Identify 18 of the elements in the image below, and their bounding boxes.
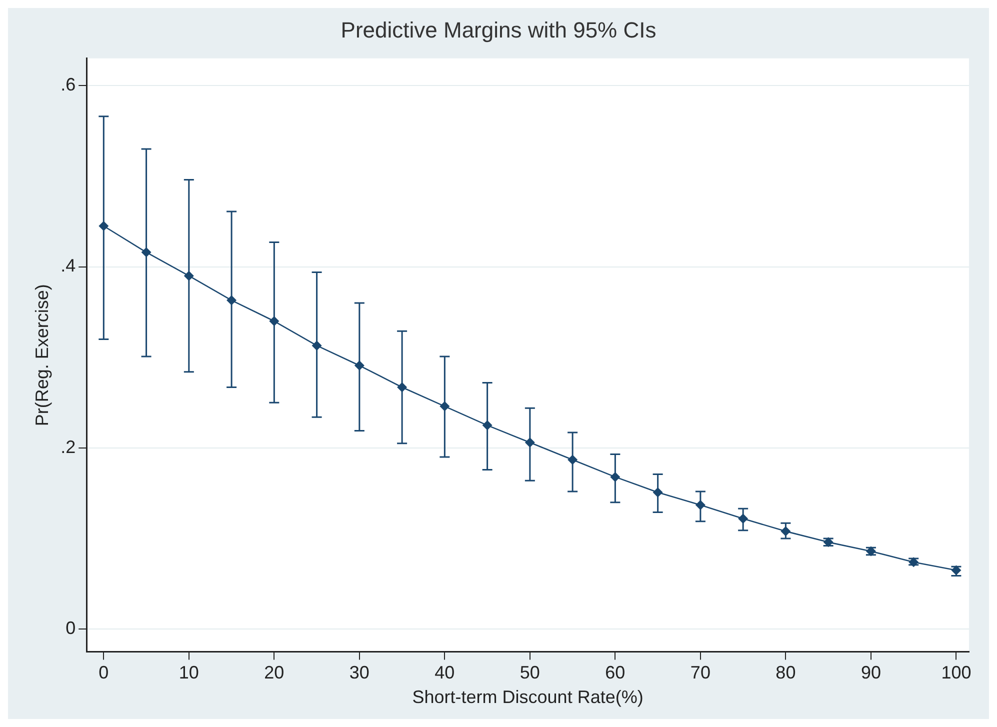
y-axis-title: Pr(Reg. Exercise) (32, 284, 52, 426)
x-tick-label: 10 (178, 662, 199, 683)
x-tick-label: 60 (605, 662, 626, 683)
y-tick-label: .2 (60, 436, 76, 457)
x-tick-label: 30 (349, 662, 370, 683)
y-tick-label: .6 (60, 74, 76, 95)
x-tick-label: 70 (690, 662, 710, 683)
x-tick-label: 0 (98, 662, 109, 683)
x-tick-label: 50 (520, 662, 540, 683)
x-tick-label: 90 (860, 662, 881, 683)
x-tick-label: 80 (776, 662, 796, 683)
x-axis-title: Short-term Discount Rate(%) (412, 687, 644, 708)
chart-title: Predictive Margins with 95% CIs (340, 17, 656, 42)
x-tick-label: 20 (264, 662, 284, 683)
y-tick-label: .4 (60, 256, 76, 276)
x-tick-label: 100 (941, 662, 972, 683)
x-tick-label: 40 (434, 662, 455, 683)
y-tick-label: 0 (66, 618, 76, 638)
